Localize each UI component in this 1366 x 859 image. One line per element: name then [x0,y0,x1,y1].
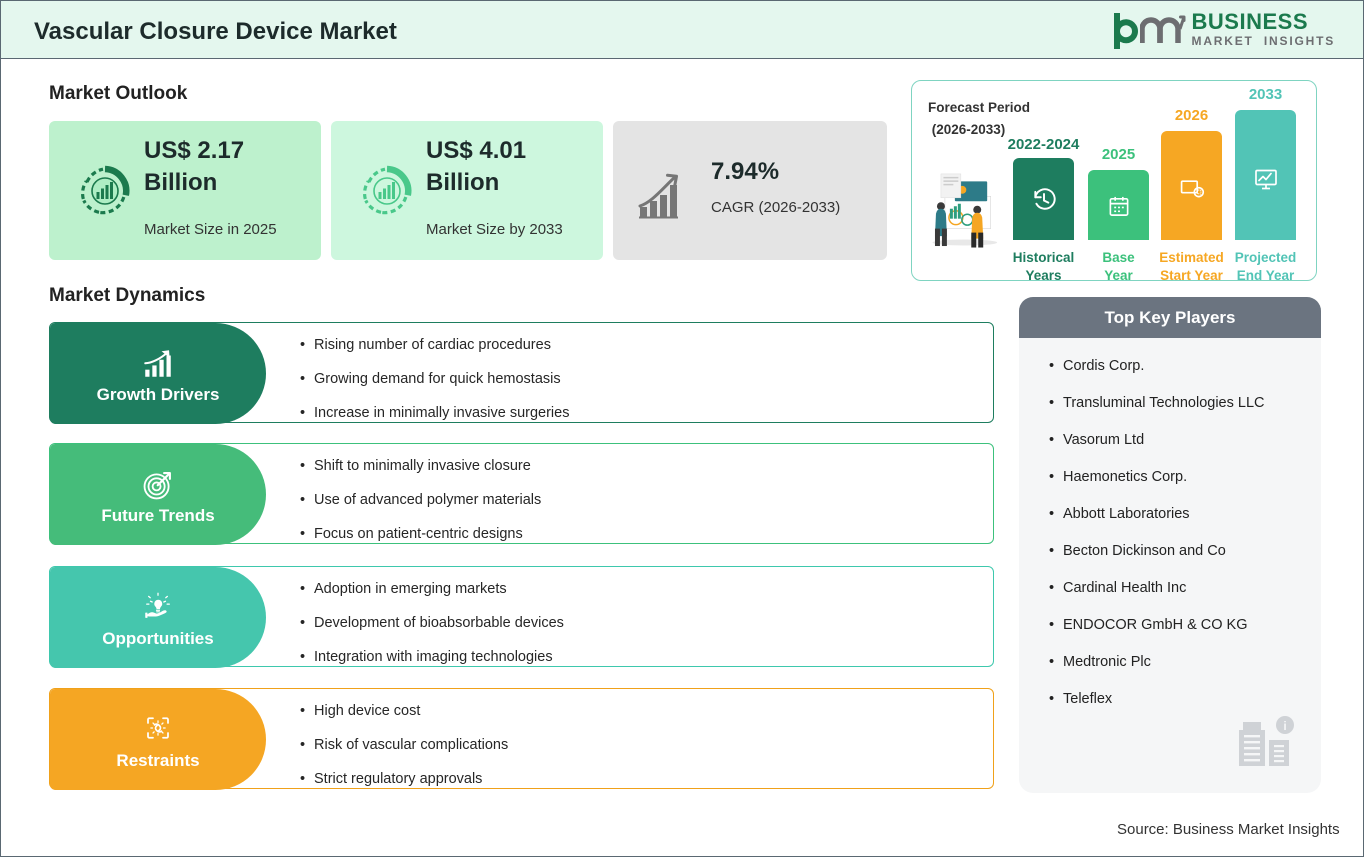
svg-text:i: i [1283,719,1286,733]
